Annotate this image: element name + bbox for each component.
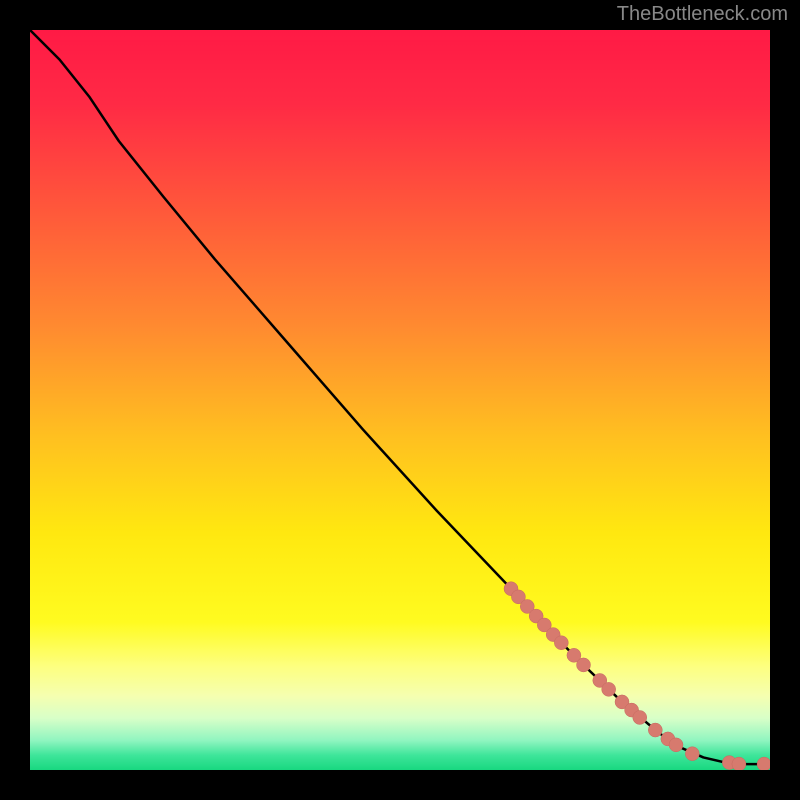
data-marker <box>757 757 770 770</box>
data-marker <box>685 747 699 761</box>
gradient-background <box>30 30 770 770</box>
data-marker <box>554 636 568 650</box>
data-marker <box>633 710 647 724</box>
watermark-text: TheBottleneck.com <box>617 3 788 26</box>
data-marker <box>669 738 683 752</box>
data-marker <box>648 723 662 737</box>
data-marker <box>602 682 616 696</box>
data-marker <box>577 658 591 672</box>
chart-svg <box>30 30 770 770</box>
chart-plot-area <box>30 30 770 770</box>
data-marker <box>732 757 746 770</box>
